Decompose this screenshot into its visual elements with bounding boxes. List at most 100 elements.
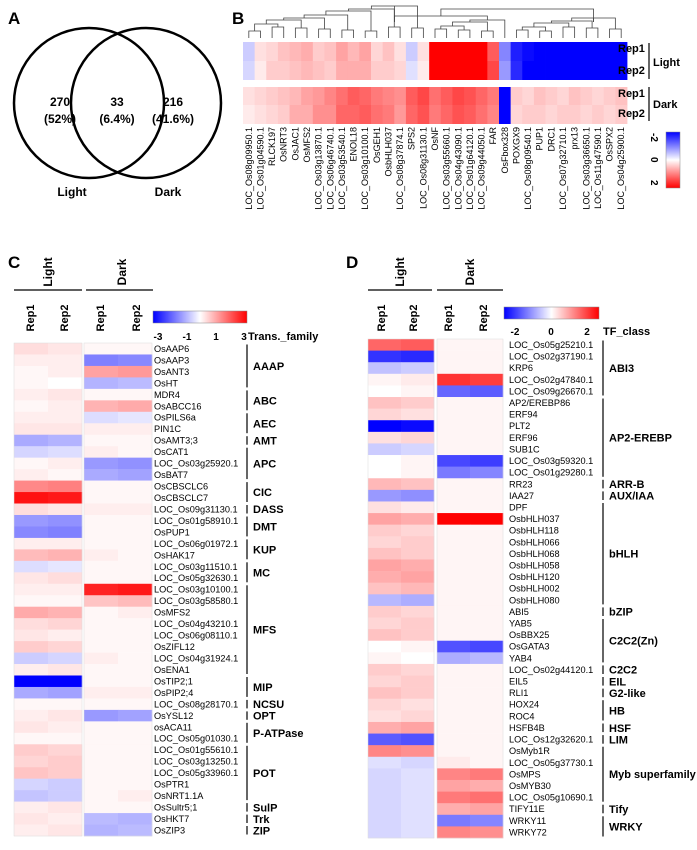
heatmap-cell xyxy=(401,663,435,676)
heatmap-cell xyxy=(118,732,153,745)
family-label: LIM xyxy=(609,734,628,746)
panel-c-rep-label: Rep1 xyxy=(25,305,37,332)
venn-left-count: 270 xyxy=(50,95,70,109)
heatmap-cell xyxy=(14,411,49,424)
family-label: MFS xyxy=(253,625,276,637)
heatmap-cell xyxy=(580,61,593,80)
gene-label: LOC_Os03g58580.1 xyxy=(154,596,238,606)
heatmap-cell xyxy=(48,365,83,378)
panel-d-rep-label: Rep2 xyxy=(408,305,420,332)
heatmap-cell xyxy=(118,721,153,734)
heatmap-cell xyxy=(522,105,535,124)
panel-label-c: C xyxy=(8,253,20,272)
heatmap-cell xyxy=(437,559,471,572)
gene-label: LOC_Os12g32620.1 xyxy=(509,735,593,745)
heatmap-cell xyxy=(437,362,471,375)
panel-c-rep-label: Rep2 xyxy=(131,305,143,332)
column-label: LOC_Os04g25900.1 xyxy=(616,127,626,210)
heatmap-cell xyxy=(382,87,395,106)
heatmap-cell xyxy=(368,663,402,676)
gene-label: HSFB4B xyxy=(509,723,545,733)
panel-b-row-labels: Rep1 Rep2 Rep1 Rep2 xyxy=(618,43,645,120)
heatmap-cell xyxy=(324,42,337,61)
gene-label: OsPUP1 xyxy=(154,527,190,537)
venn-right-count: 216 xyxy=(163,95,183,109)
heatmap-cell xyxy=(437,721,471,734)
family-label: AMT xyxy=(253,436,277,448)
heatmap-cell xyxy=(368,373,402,386)
heatmap-cell xyxy=(254,105,267,124)
heatmap-cell xyxy=(48,343,83,355)
heatmap-cell xyxy=(48,411,83,424)
heatmap-cell xyxy=(243,42,256,61)
heatmap-cell xyxy=(452,87,465,106)
heatmap-cell xyxy=(14,641,49,653)
heatmap-cell xyxy=(368,571,402,583)
gene-label: LOC_Os05g25210.1 xyxy=(509,340,593,350)
heatmap-cell xyxy=(48,583,83,596)
heatmap-cell xyxy=(118,492,153,504)
panel-d-heatmap: Light Dark Rep1 Rep2 Rep1 Rep2 -2 0 2 TF… xyxy=(367,257,697,839)
heatmap-cell xyxy=(437,617,471,630)
heatmap-cell xyxy=(470,373,504,386)
panel-c-families: AAAP ABC AEC AMT APC CIC DASS DMT KUP MC MFS MIP NCS… xyxy=(246,344,304,837)
heatmap-cell xyxy=(470,385,504,398)
heatmap-cell xyxy=(118,744,153,757)
heatmap-cell xyxy=(401,687,435,700)
heatmap-cell xyxy=(118,652,153,665)
heatmap-cell xyxy=(289,87,302,106)
column-label: prx13 xyxy=(570,127,580,150)
heatmap-cell xyxy=(470,362,504,375)
heatmap-cell xyxy=(243,87,256,106)
venn-right-pct: (41.6%) xyxy=(152,112,194,126)
gene-label: OsPIP2;4 xyxy=(154,688,193,698)
heatmap-cell xyxy=(84,365,119,378)
heatmap-cell xyxy=(14,606,49,619)
gene-label: OsGATA3 xyxy=(509,642,550,652)
heatmap-frame xyxy=(13,342,83,837)
column-label: LOC_Os01g64120.1 xyxy=(465,127,475,210)
heatmap-cell xyxy=(603,105,616,124)
dendrogram-branch xyxy=(325,10,372,31)
column-label: LOC_Os03g55660.1 xyxy=(442,127,452,210)
heatmap-cell xyxy=(470,768,504,781)
heatmap-cell xyxy=(437,455,471,467)
heatmap-cell xyxy=(254,42,267,61)
heatmap-cell xyxy=(580,42,593,61)
heatmap-cell xyxy=(401,547,435,560)
heatmap-cell xyxy=(401,397,435,409)
heatmap-cell xyxy=(84,572,119,585)
heatmap-cell xyxy=(394,87,407,106)
gene-label: YAB5 xyxy=(509,619,532,629)
heatmap-cell xyxy=(14,813,49,825)
heatmap-cell xyxy=(312,61,325,80)
gene-label: OsBBX25 xyxy=(509,630,549,640)
gene-label: ABI5 xyxy=(509,607,529,617)
heatmap-cell xyxy=(48,423,83,436)
gene-label: OsAMT3;3 xyxy=(154,436,198,446)
heatmap-cell xyxy=(401,629,435,642)
dendrogram-branch xyxy=(585,27,599,38)
dendrogram-branch xyxy=(294,27,308,38)
gene-label: LOC_Os09g31130.1 xyxy=(154,504,238,514)
gene-label: KRP6 xyxy=(509,363,533,373)
heatmap-cell xyxy=(429,42,442,61)
heatmap-cell xyxy=(368,350,402,363)
heatmap-cell xyxy=(470,513,504,525)
heatmap-cell xyxy=(118,595,153,607)
heatmap-cell xyxy=(437,791,471,804)
heatmap-cell xyxy=(336,105,349,124)
panel-d-scale-tick: -2 xyxy=(511,327,520,338)
heatmap-cell xyxy=(470,571,504,583)
heatmap-cell xyxy=(470,524,504,537)
gene-label: LOC_Os02g37190.1 xyxy=(509,352,593,362)
heatmap-cell xyxy=(470,397,504,409)
heatmap-cell xyxy=(368,756,402,769)
dendrogram-branch xyxy=(388,26,401,38)
heatmap-frame xyxy=(367,338,435,839)
gene-label: osACA11 xyxy=(154,722,192,732)
heatmap-cell xyxy=(394,42,407,61)
heatmap-cell xyxy=(118,790,153,802)
heatmap-cell xyxy=(470,408,504,421)
